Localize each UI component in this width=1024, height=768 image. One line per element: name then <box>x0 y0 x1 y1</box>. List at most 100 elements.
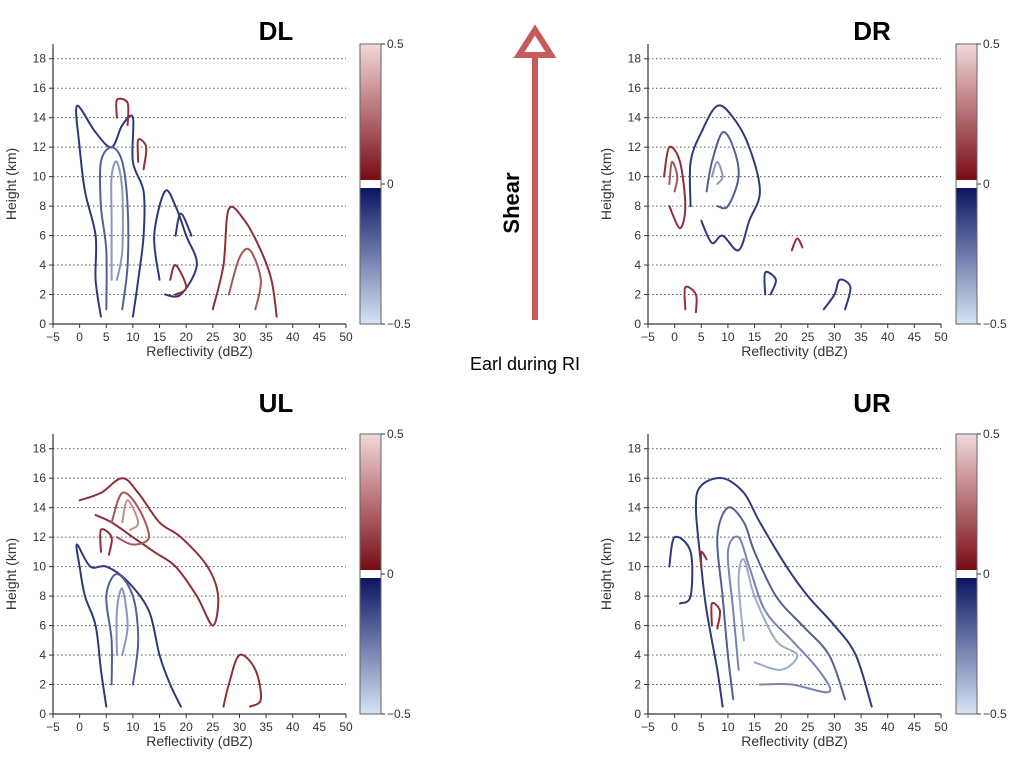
y-tick-label: 0 <box>39 707 46 721</box>
colorbar-tick-label: 0 <box>983 177 990 191</box>
contour-positive <box>699 550 708 568</box>
contour-positive <box>227 247 262 311</box>
panel-title: DR <box>853 16 891 46</box>
contour-negative <box>98 146 130 311</box>
x-tick-label: 20 <box>180 330 194 344</box>
x-tick-label: 0 <box>671 330 678 344</box>
x-tick-label: 45 <box>908 720 922 734</box>
colorbar-gap <box>956 570 977 578</box>
figure-caption: Earl during RI <box>470 354 580 374</box>
y-tick-label: 6 <box>39 229 46 243</box>
y-tick-label: 10 <box>33 170 47 184</box>
colorbar-positive <box>956 44 977 180</box>
x-tick-label: 15 <box>748 720 762 734</box>
y-tick-label: 14 <box>628 501 642 515</box>
x-tick-label: 10 <box>721 330 735 344</box>
y-tick-label: 2 <box>634 288 641 302</box>
x-tick-label: 35 <box>854 330 868 344</box>
x-tick-label: 40 <box>881 330 895 344</box>
contour-negative <box>105 573 140 686</box>
contour-negative <box>153 189 198 298</box>
colorbar: 0.5 0 −0.5 <box>955 427 1007 721</box>
x-tick-label: 15 <box>153 330 167 344</box>
x-tick-label: 25 <box>206 720 220 734</box>
y-tick-label: 18 <box>33 442 47 456</box>
y-tick-label: 10 <box>628 170 642 184</box>
y-tick-label: 8 <box>634 199 641 213</box>
contour-negative <box>737 557 799 671</box>
x-tick-label: 40 <box>286 330 300 344</box>
colorbar-positive <box>360 44 381 180</box>
contour-positive <box>99 528 113 556</box>
y-tick-label: 12 <box>628 530 642 544</box>
y-tick-label: 10 <box>33 560 47 574</box>
y-tick-label: 14 <box>33 501 47 515</box>
colorbar-negative <box>956 188 977 324</box>
contour-positive <box>121 499 140 531</box>
colorbar-gap <box>360 570 381 578</box>
x-tick-label: 40 <box>881 720 895 734</box>
x-tick-label: 45 <box>908 330 922 344</box>
x-tick-label: 5 <box>698 720 705 734</box>
x-tick-label: 45 <box>313 330 327 344</box>
y-tick-label: 6 <box>634 229 641 243</box>
colorbar-tick-label: 0.5 <box>387 427 404 441</box>
x-tick-label: −5 <box>46 330 60 344</box>
x-tick-label: 35 <box>259 720 273 734</box>
x-tick-label: 45 <box>313 720 327 734</box>
contour-positive <box>110 491 150 546</box>
y-axis-label: Height (km) <box>598 538 614 610</box>
colorbar: 0.5 0 −0.5 <box>359 427 411 721</box>
y-axis-label: Height (km) <box>3 538 19 610</box>
x-tick-label: −5 <box>641 720 655 734</box>
x-tick-label: 0 <box>76 720 83 734</box>
shear-arrow-head <box>513 24 557 58</box>
panel-title: DL <box>259 16 294 46</box>
x-tick-label: 20 <box>775 330 789 344</box>
colorbar-negative <box>956 578 977 714</box>
colorbar-negative <box>360 188 381 324</box>
y-tick-label: 12 <box>628 140 642 154</box>
x-tick-label: 5 <box>698 330 705 344</box>
contour-negative <box>694 476 873 708</box>
colorbar-tick-label: −0.5 <box>387 317 411 331</box>
y-tick-label: 2 <box>39 678 46 692</box>
contour-positive <box>136 138 148 171</box>
contour-positive <box>169 264 188 296</box>
y-tick-label: 12 <box>33 140 47 154</box>
contour-negative <box>726 535 832 694</box>
x-tick-label: 25 <box>206 330 220 344</box>
y-tick-label: 2 <box>39 288 46 302</box>
y-tick-label: 14 <box>33 111 47 125</box>
x-tick-label: 15 <box>748 330 762 344</box>
x-tick-label: 50 <box>934 330 948 344</box>
contour-positive <box>790 237 804 252</box>
contour-negative <box>75 543 182 708</box>
x-axis-label: Reflectivity (dBZ) <box>741 343 848 359</box>
contour-positive <box>668 160 679 193</box>
x-tick-label: 0 <box>671 720 678 734</box>
contour-negative <box>716 506 847 701</box>
y-tick-label: 18 <box>628 52 642 66</box>
y-tick-label: 4 <box>634 648 641 662</box>
x-axis-label: Reflectivity (dBZ) <box>741 733 848 749</box>
y-axis-label: Height (km) <box>3 148 19 220</box>
y-tick-label: 12 <box>33 530 47 544</box>
panel-title: UL <box>259 388 294 418</box>
x-tick-label: −5 <box>641 330 655 344</box>
y-tick-label: 18 <box>33 52 47 66</box>
x-tick-label: 30 <box>233 330 247 344</box>
y-tick-label: 16 <box>33 81 47 95</box>
shear-label: Shear <box>499 172 524 234</box>
contour-negative <box>115 587 129 657</box>
x-tick-label: 50 <box>934 720 948 734</box>
x-tick-label: 20 <box>180 720 194 734</box>
colorbar: 0.5 0 −0.5 <box>359 37 411 331</box>
contour-positive <box>115 97 130 127</box>
x-tick-label: 5 <box>103 330 110 344</box>
colorbar-gap <box>360 180 381 188</box>
